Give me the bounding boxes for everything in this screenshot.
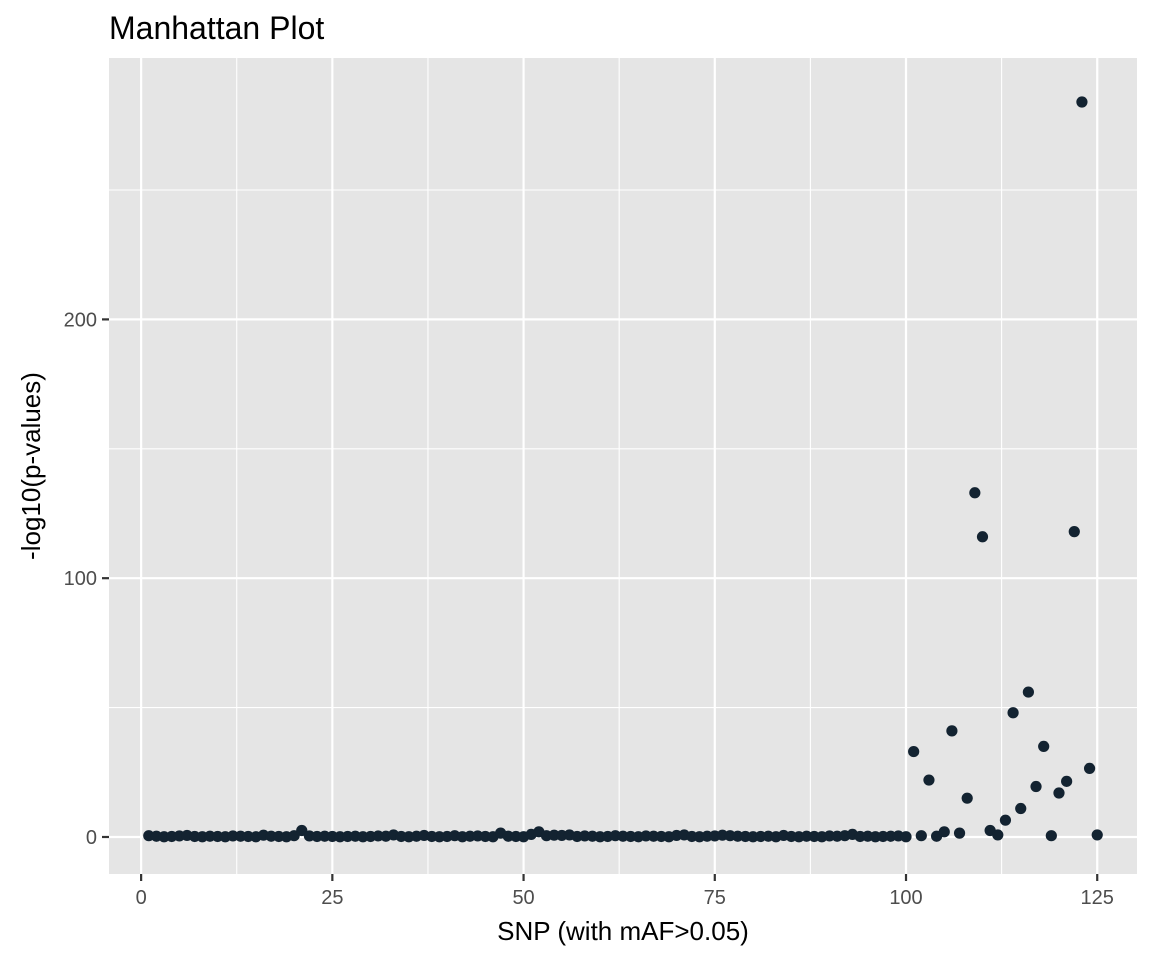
chart-title: Manhattan Plot <box>109 10 324 46</box>
x-tick-label: 25 <box>321 887 343 909</box>
data-point <box>1045 830 1057 842</box>
data-points <box>143 96 1103 843</box>
data-point <box>1091 829 1103 841</box>
grid-major <box>109 58 1137 874</box>
data-point <box>1068 526 1080 538</box>
x-axis-title: SNP (with mAF>0.05) <box>497 916 749 946</box>
data-point <box>1076 96 1088 108</box>
y-tick-label: 100 <box>64 568 97 590</box>
data-point <box>953 827 966 839</box>
data-point <box>976 531 989 543</box>
x-tick-label: 0 <box>136 887 147 909</box>
data-point <box>915 830 927 842</box>
data-point <box>1007 707 1019 719</box>
y-tick-label: 0 <box>86 827 97 849</box>
data-point <box>1022 686 1034 698</box>
data-point <box>938 826 950 838</box>
data-point <box>999 814 1012 826</box>
y-axis: 0 100 200 <box>64 309 109 849</box>
data-point <box>923 774 935 786</box>
y-axis-title: -log10(p-values) <box>16 372 46 560</box>
x-axis: 0 25 50 75 100 125 <box>136 874 1114 909</box>
data-point <box>1038 740 1050 753</box>
x-tick-label: 50 <box>512 887 534 909</box>
x-tick-label: 100 <box>889 887 922 909</box>
data-point <box>1015 802 1027 815</box>
data-point <box>961 792 973 804</box>
grid-minor <box>109 58 1137 874</box>
data-point <box>1030 780 1042 793</box>
data-point <box>946 725 958 737</box>
x-tick-label: 125 <box>1081 887 1114 909</box>
x-tick-label: 75 <box>704 887 726 909</box>
data-point <box>969 487 981 499</box>
data-point <box>992 829 1004 841</box>
data-point <box>908 745 920 758</box>
plot-panel <box>109 58 1137 874</box>
data-point <box>1083 762 1096 775</box>
data-point <box>1061 775 1073 787</box>
y-tick-label: 200 <box>64 309 97 331</box>
data-point <box>900 831 912 843</box>
data-point <box>1053 787 1065 799</box>
